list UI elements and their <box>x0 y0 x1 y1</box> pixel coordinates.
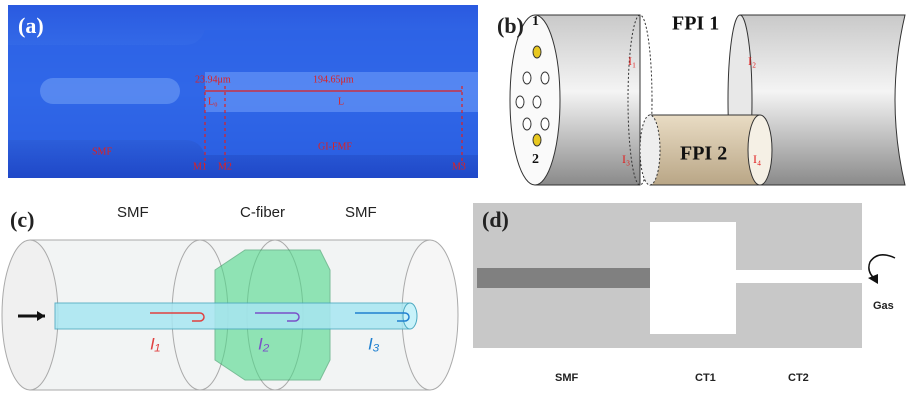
figure: (a) 23.94μm 194.65μm L₀ L SMF GI-FMF M1 … <box>0 0 910 397</box>
annotation: L₀ <box>208 96 218 107</box>
hole <box>523 118 531 130</box>
annotation: M2 <box>218 161 232 172</box>
arrowhead <box>868 274 878 284</box>
small-face <box>748 115 772 185</box>
small-face <box>640 115 660 185</box>
annotation: I₃ <box>622 152 630 166</box>
annotation: I₃ <box>368 334 380 353</box>
annotation: I₄ <box>753 152 761 166</box>
annotation: L <box>338 96 344 107</box>
hole <box>541 118 549 130</box>
panel-c: (c) SMF C-fiber SMF I₁ I₂ I₃ <box>2 204 458 390</box>
annotation: SMF <box>92 146 112 157</box>
panel-a: (a) 23.94μm 194.65μm L₀ L SMF GI-FMF M1 … <box>8 5 478 178</box>
smf-core <box>477 268 652 288</box>
annotation: M1 <box>193 161 207 172</box>
annotation: I₂ <box>748 54 756 68</box>
hole <box>533 96 541 108</box>
annotation: 1 <box>532 14 539 29</box>
hole <box>533 46 541 58</box>
panel-label: (d) <box>482 207 509 232</box>
annotation: C-fiber <box>240 204 285 221</box>
annotation: CT2 <box>788 372 809 384</box>
annotation: I₁ <box>150 334 160 353</box>
annotation: SMF <box>117 204 149 221</box>
annotation: 23.94μm <box>195 74 231 85</box>
annotation: I₁ <box>628 54 636 68</box>
annotation: 2 <box>532 152 539 167</box>
annotation: FPI 2 <box>680 143 727 165</box>
panel-b: (b) FPI 1 FPI 2 1 2 I₁ I₂ I₃ I₄ <box>497 13 905 185</box>
annotation: GI-FMF <box>318 141 352 152</box>
panel-label: (b) <box>497 13 524 38</box>
core <box>40 78 180 104</box>
hole <box>516 96 524 108</box>
hole <box>541 72 549 84</box>
annotation: SMF <box>555 372 579 384</box>
annotation: M3 <box>452 161 466 172</box>
panel-label: (a) <box>18 13 44 38</box>
cavity-2 <box>735 270 863 283</box>
annotation: FPI 1 <box>672 13 719 35</box>
annotation: Gas <box>873 300 894 312</box>
core-tube <box>55 303 410 329</box>
annotation: I₂ <box>258 334 270 353</box>
cavity-1 <box>650 222 736 334</box>
panel-d: (d) SMF CT1 CT2 Gas <box>473 203 895 384</box>
annotation: 194.65μm <box>313 74 354 85</box>
core-end <box>403 303 417 329</box>
hole <box>533 134 541 146</box>
hole <box>523 72 531 84</box>
annotation: CT1 <box>695 372 716 384</box>
annotation: SMF <box>345 204 377 221</box>
panel-label: (c) <box>10 207 34 232</box>
